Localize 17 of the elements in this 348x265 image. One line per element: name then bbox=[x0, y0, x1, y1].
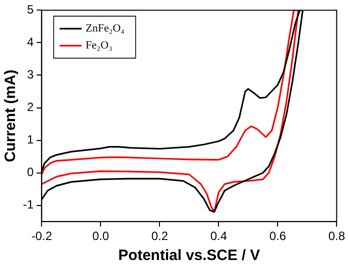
y-axis-title: Current (mA) bbox=[2, 70, 20, 162]
x-tick-label: 0.8 bbox=[328, 229, 346, 244]
y-tick-label: 0 bbox=[26, 165, 34, 180]
legend-label: Fe₂O₃ bbox=[86, 40, 112, 52]
x-tick-label: -0.2 bbox=[31, 229, 52, 244]
x-tick-label: 0.6 bbox=[269, 229, 286, 244]
legend-label: ZnFe₂O₄ bbox=[86, 22, 125, 35]
x-tick-label: 0.4 bbox=[210, 229, 228, 244]
x-tick-label: 0.0 bbox=[92, 229, 110, 244]
y-tick-label: 2 bbox=[26, 100, 34, 114]
y-tick-label: 1 bbox=[26, 132, 34, 147]
x-axis-title: Potential vs.SCE / V bbox=[118, 247, 260, 264]
y-tick-label: 3 bbox=[26, 68, 34, 82]
x-tick-label: 0.2 bbox=[151, 229, 168, 244]
y-tick-label: 4 bbox=[26, 35, 34, 50]
y-tick-label: -1 bbox=[23, 198, 34, 212]
y-tick-label: 5 bbox=[26, 2, 34, 17]
